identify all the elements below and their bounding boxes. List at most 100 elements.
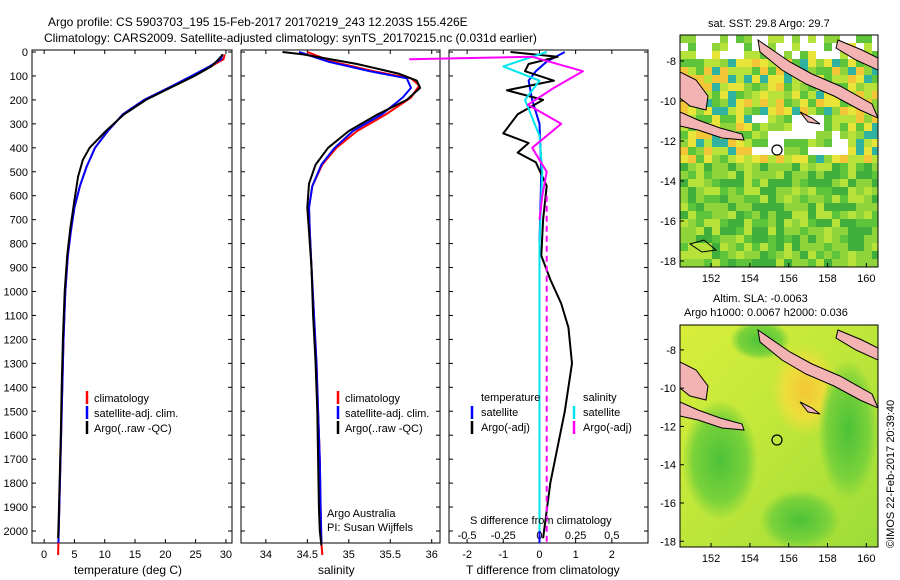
salinity-legend: climatology satellite-adj. clim. Argo(..… (336, 391, 429, 435)
sst-map-ticks: 152 154 156 158 160 -8 -10 -12 -14 -16 -18 (660, 56, 875, 285)
s-tick-label: 0.25 (565, 530, 586, 542)
y-tick-label: 600 (10, 191, 28, 203)
series-argo-raw-qc- (57, 53, 224, 539)
difference-plot-area (448, 49, 649, 544)
map-x-tick-label: 156 (780, 553, 798, 565)
legend-label-argo: Argo(..raw -QC) (94, 423, 172, 435)
map-y-tick-label: -18 (660, 536, 676, 548)
x-tick-label: 20 (159, 549, 171, 561)
series-salinity-satellite (502, 51, 548, 531)
map-x-tick-label: 154 (741, 273, 759, 285)
coastline-islands (680, 38, 878, 253)
x-tick-label: -1 (498, 549, 508, 561)
sla-map-subtitle: Argo h1000: 0.0067 h2000: 0.036 (684, 307, 848, 319)
y-tick-label: 1000 (4, 287, 28, 299)
map-y-tick-label: -10 (660, 383, 676, 395)
series-climatology (57, 54, 226, 556)
map-y-tick-label: -14 (660, 460, 676, 472)
sst-map-image (680, 35, 878, 267)
sla-argo-location-marker (771, 434, 783, 446)
salinity-series (282, 51, 422, 556)
map-x-tick-label: 152 (702, 273, 720, 285)
y-tick-label: 2000 (4, 526, 28, 538)
y-tick-label: 1200 (4, 334, 28, 346)
y-tick-label: 400 (10, 143, 28, 155)
y-tick-label: 1500 (4, 406, 28, 418)
y-tick-label: 1400 (4, 382, 28, 394)
s-tick-label: -0.5 (458, 530, 477, 542)
legend-title-salinity: salinity (583, 392, 617, 404)
x-tick-label: 0 (41, 549, 47, 561)
x-tick-label: 36 (426, 549, 438, 561)
difference-series (409, 51, 584, 543)
map-y-tick-label: -8 (666, 56, 676, 68)
legend-label-satellite: satellite-adj. clim. (345, 408, 429, 420)
salinity-xlabel: salinity (318, 563, 355, 577)
sst-argo-location-marker (771, 144, 783, 156)
pi-label: PI: Susan Wijffels (327, 522, 413, 534)
s-tick-label: 0.5 (604, 530, 619, 542)
map-x-tick-label: 160 (857, 553, 875, 565)
x-tick-label: 25 (190, 549, 202, 561)
map-y-tick-label: -12 (660, 136, 676, 148)
x-tick-label: 34 (260, 549, 272, 561)
legend-label-temp-argo: Argo(-adj) (481, 422, 530, 434)
y-tick-label: 1700 (4, 454, 28, 466)
x-tick-label: 34.5 (297, 549, 318, 561)
salinity-ticks: 34 34.5 35 35.5 36 (241, 50, 440, 561)
legend-label-temp-satellite: satellite (481, 407, 518, 419)
sla-map-title: Altim. SLA: -0.0063 (713, 293, 808, 305)
series-salinity-argo-adj- (409, 55, 584, 220)
legend-label-sal-satellite: satellite (583, 407, 620, 419)
sla-map-frame (679, 324, 879, 548)
x-tick-label: 1 (573, 549, 579, 561)
map-x-tick-label: 158 (818, 553, 836, 565)
series-argo-raw-qc- (282, 51, 422, 546)
difference-top-xlabel: S difference from climatology (470, 515, 612, 527)
x-tick-label: 35.5 (380, 549, 401, 561)
sla-map-ticks: 152 154 156 158 160 -8 -10 -12 -14 -16 -18 (660, 345, 875, 565)
map-x-tick-label: 152 (702, 553, 720, 565)
temperature-legend: climatology satellite-adj. clim. Argo(..… (85, 391, 178, 435)
legend-title-temperature: temperature (481, 392, 540, 404)
map-y-tick-label: -14 (660, 176, 676, 188)
argo-australia-label: Argo Australia (327, 508, 396, 520)
y-tick-label: 1300 (4, 358, 28, 370)
x-tick-label: -2 (462, 549, 472, 561)
temperature-xlabel: temperature (deg C) (74, 563, 182, 577)
difference-legend: temperature satellite Argo(-adj) salinit… (470, 392, 632, 434)
series-temperature-argo-adj- (502, 51, 573, 539)
x-tick-label: 35 (343, 549, 355, 561)
x-tick-label: 2 (609, 549, 615, 561)
salinity-plot-area (240, 49, 441, 544)
x-tick-label: 15 (129, 549, 141, 561)
x-tick-label: 30 (220, 549, 232, 561)
series-satellite-adj-clim- (298, 51, 412, 544)
legend-label-climatology: climatology (94, 393, 150, 405)
y-tick-label: 100 (10, 71, 28, 83)
y-tick-label: 1800 (4, 478, 28, 490)
map-x-tick-label: 154 (741, 553, 759, 565)
y-tick-label: 1100 (4, 310, 28, 322)
sst-map-title: sat. SST: 29.8 Argo: 29.7 (708, 18, 830, 30)
y-tick-label: 700 (10, 215, 28, 227)
map-x-tick-label: 158 (818, 273, 836, 285)
map-x-tick-label: 156 (780, 273, 798, 285)
legend-label-argo: Argo(..raw -QC) (345, 423, 423, 435)
figure-title-line2: Climatology: CARS2009. Satellite-adjuste… (44, 31, 537, 45)
difference-xlabel: T difference from climatology (466, 563, 620, 577)
y-tick-label: 900 (10, 263, 28, 275)
map-y-tick-label: -16 (660, 498, 676, 510)
map-y-tick-label: -10 (660, 96, 676, 108)
sst-map-frame (679, 34, 879, 268)
y-tick-label: 800 (10, 239, 28, 251)
map-y-tick-label: -16 (660, 216, 676, 228)
y-tick-label: 500 (10, 167, 28, 179)
y-tick-label: 200 (10, 95, 28, 107)
temperature-plot-area (31, 49, 233, 544)
map-y-tick-label: -12 (660, 421, 676, 433)
series-satellite-adj-clim- (57, 54, 224, 544)
coastline-islands (680, 328, 878, 431)
x-tick-label: 10 (99, 549, 111, 561)
temperature-ticks: 0 5 10 15 20 25 300100200300400500600700800900… (4, 47, 233, 561)
